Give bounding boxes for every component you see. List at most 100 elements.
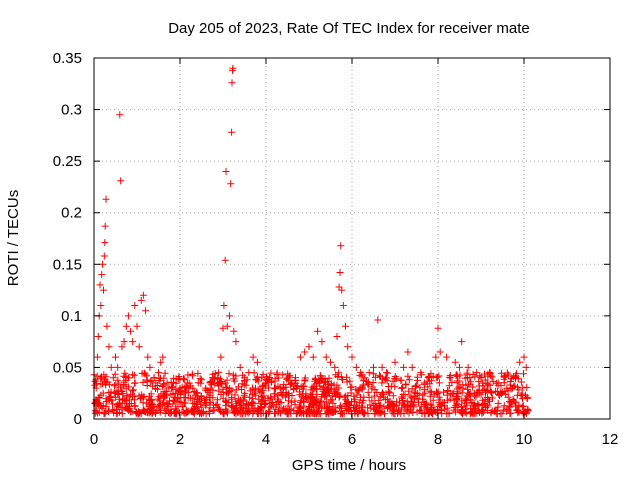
data-point [372, 403, 380, 411]
data-point [114, 363, 122, 371]
data-point [338, 286, 346, 294]
data-point [337, 373, 345, 381]
data-point [477, 374, 485, 382]
data-point [164, 400, 172, 408]
data-point [292, 376, 299, 384]
data-point [491, 407, 499, 415]
data-point [511, 374, 519, 382]
data-point [235, 383, 242, 391]
data-point [170, 409, 178, 417]
data-point [328, 409, 336, 417]
data-point [413, 373, 421, 381]
data-point [216, 375, 224, 383]
data-point [466, 380, 474, 388]
data-point [486, 369, 494, 377]
data-point [146, 363, 154, 371]
data-point [471, 373, 479, 381]
data-point [358, 408, 366, 416]
data-point [291, 397, 299, 405]
data-point [410, 393, 418, 401]
data-point [502, 407, 510, 415]
data-point [171, 408, 179, 416]
data-point [450, 397, 458, 405]
tick-labels: 0 2 4 6 8 10 12 0 0.05 0.1 0.15 0.2 0.25 0.3 0.35 [53, 50, 619, 448]
data-point [364, 404, 372, 412]
data-point [510, 382, 518, 390]
data-point [181, 410, 189, 417]
data-point [361, 374, 369, 382]
data-point [288, 379, 296, 387]
data-point [376, 409, 384, 417]
data-point [263, 373, 270, 381]
data-point [223, 322, 231, 330]
data-point [146, 378, 154, 386]
data-point [116, 402, 124, 410]
data-point [390, 406, 397, 414]
data-point [101, 222, 109, 230]
data-point [285, 390, 293, 398]
data-point [436, 348, 444, 356]
data-point [459, 381, 467, 389]
data-point [239, 397, 247, 405]
data-point [391, 358, 399, 366]
data-point [354, 387, 362, 395]
data-point [496, 391, 504, 399]
data-point [410, 403, 418, 411]
data-point [327, 358, 334, 366]
data-point [523, 394, 531, 402]
data-point [94, 333, 102, 340]
data-point [110, 409, 118, 417]
data-point [133, 322, 141, 330]
data-point [448, 378, 456, 386]
data-point [335, 369, 343, 377]
data-point [503, 384, 511, 392]
data-point [253, 358, 261, 366]
data-point [161, 369, 169, 377]
data-point [217, 353, 225, 361]
data-point [443, 391, 451, 399]
data-point [375, 396, 383, 404]
data-point [473, 369, 481, 377]
data-point [243, 400, 251, 408]
data-point [303, 407, 311, 415]
data-point [220, 302, 228, 309]
data-point [353, 391, 361, 399]
x-tick-label: 8 [434, 431, 442, 448]
data-point [339, 302, 347, 309]
data-point [391, 373, 399, 380]
data-point [258, 405, 266, 413]
data-point [122, 322, 130, 330]
data-point [223, 399, 231, 406]
data-point [336, 404, 344, 412]
data-point [471, 402, 479, 410]
data-point [450, 403, 458, 411]
data-point [125, 374, 133, 382]
data-point [167, 384, 175, 392]
data-point [273, 401, 281, 408]
data-point [453, 371, 461, 379]
data-point [129, 338, 137, 346]
data-point [176, 384, 184, 392]
data-point [286, 381, 294, 389]
data-point [131, 396, 138, 404]
data-point [139, 407, 147, 415]
data-point [446, 395, 454, 403]
data-point [209, 386, 217, 394]
data-point [519, 402, 527, 410]
y-axis-label: ROTI / TECUs [5, 190, 22, 286]
data-point [135, 343, 143, 351]
data-point [350, 392, 358, 400]
data-point [118, 343, 126, 351]
data-point [139, 399, 147, 407]
data-point [318, 404, 326, 412]
data-point [150, 374, 158, 382]
data-point [152, 408, 160, 416]
data-point [222, 398, 229, 406]
data-point [249, 353, 257, 361]
data-point [419, 391, 427, 399]
data-point [477, 391, 485, 399]
data-point [138, 391, 146, 399]
data-point [524, 406, 532, 414]
data-point [450, 390, 458, 397]
data-point [180, 389, 188, 397]
